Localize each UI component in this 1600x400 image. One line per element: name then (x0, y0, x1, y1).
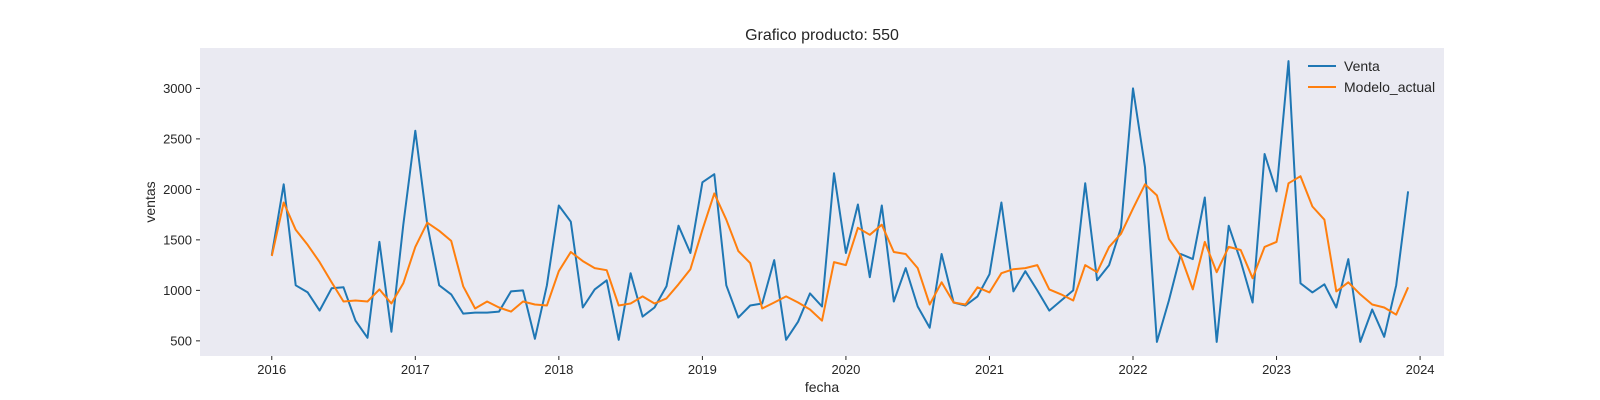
y-tick-label: 3000 (163, 81, 192, 96)
series-line-modelo-actual (270, 175, 1410, 322)
legend-label: Venta (1344, 58, 1380, 74)
y-tick-label: 2500 (163, 131, 192, 146)
plot-area-background (200, 48, 1444, 356)
series-line-venta (270, 60, 1410, 343)
y-axis-label: ventas (142, 181, 158, 222)
x-tick-label: 2022 (1119, 362, 1148, 377)
chart-title: Grafico producto: 550 (745, 27, 899, 44)
x-axis-label: fecha (805, 379, 839, 395)
chart-legend: Venta Modelo_actual (1308, 58, 1435, 95)
x-tick-label: 2017 (401, 362, 430, 377)
x-tick-label: 2020 (831, 362, 860, 377)
x-tick-label: 2023 (1262, 362, 1291, 377)
x-tick-label: 2018 (544, 362, 573, 377)
y-axis-ticks: 500 1000 1500 2000 2500 3000 (163, 81, 200, 348)
x-tick-label: 2024 (1406, 362, 1435, 377)
x-axis-ticks: 2016 2017 2018 2019 2020 2021 2022 2023 2024 (257, 356, 1435, 377)
legend-label: Modelo_actual (1344, 79, 1435, 95)
y-tick-label: 1500 (163, 232, 192, 247)
x-tick-label: 2021 (975, 362, 1004, 377)
series-lines (270, 60, 1410, 343)
y-tick-label: 1000 (163, 283, 192, 298)
x-tick-label: 2019 (688, 362, 717, 377)
x-tick-label: 2016 (257, 362, 286, 377)
y-tick-label: 500 (170, 333, 192, 348)
y-tick-label: 2000 (163, 182, 192, 197)
